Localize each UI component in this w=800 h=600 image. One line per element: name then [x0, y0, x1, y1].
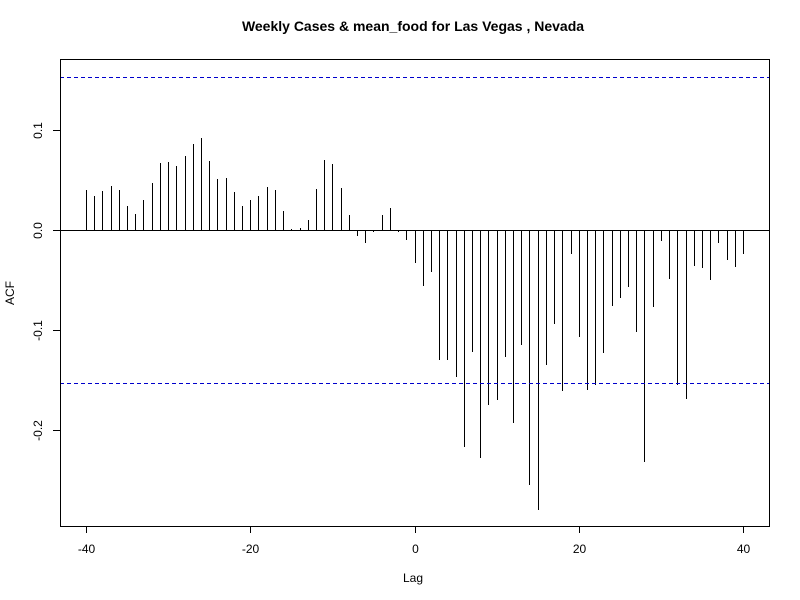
x-tick-label: 0 — [412, 542, 419, 556]
y-tick-label: 0.1 — [31, 122, 45, 139]
y-axis: -0.2 -0.1 0.0 0.1 — [31, 122, 60, 441]
confidence-bounds — [60, 77, 769, 384]
y-tick-label: 0.0 — [31, 222, 45, 239]
y-tick-label: -0.2 — [31, 420, 45, 441]
chart-title: Weekly Cases & mean_food for Las Vegas ,… — [242, 18, 584, 34]
plot-frame — [60, 59, 770, 527]
acf-bars — [86, 138, 744, 510]
y-axis-label: ACF — [3, 281, 17, 305]
x-tick-label: 20 — [573, 542, 587, 556]
x-axis: -40 -20 0 20 40 — [78, 526, 751, 556]
x-tick-label: -40 — [78, 542, 96, 556]
x-tick-label: -20 — [242, 542, 260, 556]
x-tick-label: 40 — [737, 542, 751, 556]
y-tick-label: -0.1 — [31, 320, 45, 341]
x-axis-label: Lag — [403, 571, 423, 585]
